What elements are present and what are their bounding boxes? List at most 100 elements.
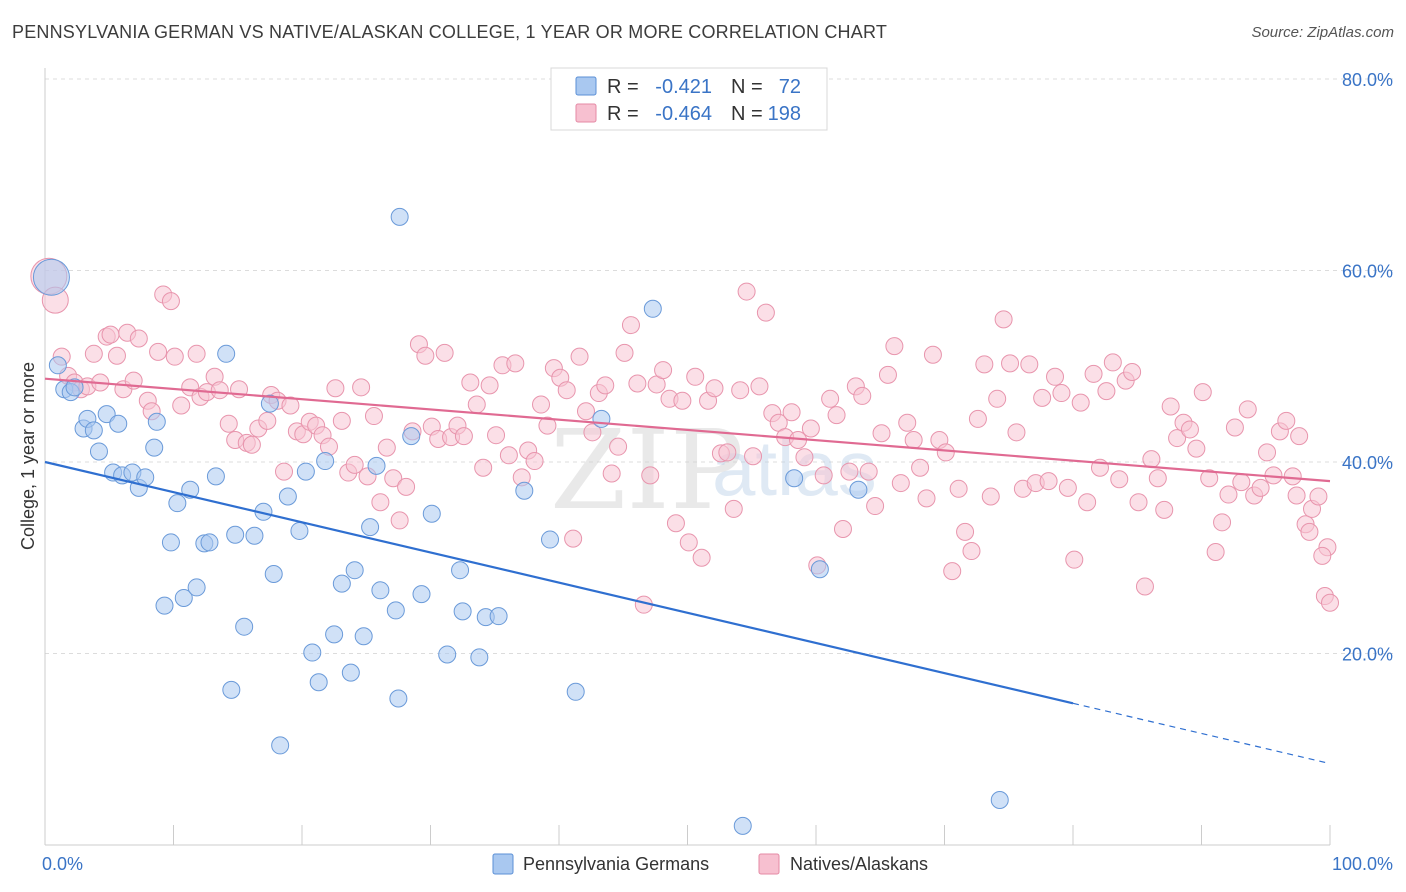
pennsylvania-germans-point	[402, 427, 421, 446]
natives-alaskans-point	[101, 325, 120, 344]
natives-alaskans-point	[461, 373, 480, 392]
pennsylvania-germans-point	[309, 673, 328, 692]
natives-alaskans-point	[172, 396, 191, 415]
natives-alaskans-point	[1283, 467, 1302, 486]
natives-alaskans-point	[165, 347, 184, 366]
natives-alaskans-point	[1219, 485, 1238, 504]
natives-alaskans-point	[1078, 493, 1097, 512]
pennsylvania-germans-point	[235, 617, 254, 636]
natives-alaskans-point	[576, 402, 595, 421]
natives-alaskans-point	[718, 443, 737, 462]
y-tick-label: 20.0%	[1342, 645, 1393, 665]
natives-alaskans-point	[943, 562, 962, 581]
bottom-legend-swatch-blue	[492, 853, 514, 875]
pennsylvania-germans-point	[325, 625, 344, 644]
pennsylvania-germans-point	[438, 645, 457, 664]
natives-alaskans-point	[219, 414, 238, 433]
natives-alaskans-point	[1046, 367, 1065, 386]
natives-alaskans-point	[84, 344, 103, 363]
natives-alaskans-point	[1071, 393, 1090, 412]
natives-alaskans-point	[1313, 546, 1332, 565]
natives-alaskans-point	[602, 464, 621, 483]
natives-alaskans-point	[1180, 420, 1199, 439]
natives-alaskans-point	[187, 344, 206, 363]
legend-r-label-1: R =	[607, 76, 639, 98]
pennsylvania-germans-point	[643, 299, 662, 318]
pennsylvania-germans-point	[453, 602, 472, 621]
natives-alaskans-point	[129, 329, 148, 348]
bottom-legend-label-blue: Pennsylvania Germans	[523, 854, 709, 874]
natives-alaskans-point	[756, 303, 775, 322]
pennsylvania-germans-point	[470, 648, 489, 667]
legend-r-value-2: -0.464	[655, 103, 712, 125]
x-tick-label-max: 100.0%	[1332, 854, 1393, 874]
pennsylvania-germans-point	[354, 627, 373, 646]
pennsylvania-germans-point	[174, 588, 193, 607]
natives-alaskans-point	[352, 378, 371, 397]
pennsylvania-germans-point	[65, 378, 84, 397]
natives-alaskans-point	[968, 409, 987, 428]
legend-n-label-1: N =	[731, 76, 763, 98]
pennsylvania-germans-point	[367, 456, 386, 475]
natives-alaskans-point	[210, 381, 229, 400]
natives-alaskans-point	[975, 355, 994, 374]
pennsylvania-germans-point	[206, 467, 225, 486]
natives-alaskans-point	[686, 367, 705, 386]
pennsylvania-germans-point	[389, 689, 408, 708]
natives-alaskans-point	[1039, 472, 1058, 491]
natives-alaskans-point	[795, 448, 814, 467]
natives-alaskans-point	[397, 477, 416, 496]
natives-alaskans-point	[615, 343, 634, 362]
natives-alaskans-point	[1187, 439, 1206, 458]
legend-n-value-1: 72	[779, 76, 801, 98]
natives-alaskans-point	[1309, 487, 1328, 506]
pennsylvania-germans-point	[200, 533, 219, 552]
natives-alaskans-point	[107, 346, 126, 365]
pennsylvania-germans-point	[48, 356, 67, 375]
natives-alaskans-point	[1300, 522, 1319, 541]
pennsylvania-germans-point	[109, 414, 128, 433]
natives-alaskans-point	[962, 542, 981, 561]
pennsylvania-germans-point	[785, 469, 804, 488]
natives-alaskans-point	[1161, 397, 1180, 416]
pennsylvania-germans-point	[145, 438, 164, 457]
natives-alaskans-point	[750, 377, 769, 396]
natives-alaskans-point	[332, 411, 351, 430]
natives-alaskans-point	[345, 455, 364, 474]
natives-alaskans-point	[641, 466, 660, 485]
natives-alaskans-point	[538, 416, 557, 435]
pennsylvania-germans-point	[371, 581, 390, 600]
legend-r-value-1: -0.421	[655, 76, 712, 98]
natives-alaskans-point	[827, 406, 846, 425]
y-tick-label: 60.0%	[1342, 262, 1393, 282]
natives-alaskans-point	[1142, 450, 1161, 469]
natives-alaskans-point	[872, 424, 891, 443]
natives-alaskans-point	[384, 469, 403, 488]
pennsylvania-germans-point	[290, 521, 309, 540]
natives-alaskans-point	[1193, 383, 1212, 402]
natives-alaskans-point	[1123, 362, 1142, 381]
natives-alaskans-point	[1052, 384, 1071, 403]
natives-alaskans-point	[782, 403, 801, 422]
pennsylvania-germans-point	[489, 607, 508, 626]
bottom-legend: Pennsylvania Germans Natives/Alaskans	[492, 853, 928, 875]
grid-lines	[45, 78, 1393, 654]
series-pennsylvania-germans-points	[32, 207, 1009, 835]
chart-title: PENNSYLVANIA GERMAN VS NATIVE/ALASKAN CO…	[12, 22, 888, 42]
trend-line-natives-alaskans	[44, 377, 1331, 483]
legend-n-value-2: 198	[768, 103, 801, 125]
natives-alaskans-point	[994, 310, 1013, 329]
pennsylvania-germans-point	[222, 680, 241, 699]
pennsylvania-germans-point	[316, 452, 335, 471]
trend-lines	[44, 377, 1331, 765]
natives-alaskans-point	[364, 407, 383, 426]
natives-alaskans-point	[840, 462, 859, 481]
pennsylvania-germans-point	[733, 816, 752, 835]
natives-alaskans-point	[923, 345, 942, 364]
natives-alaskans-point	[1033, 388, 1052, 407]
natives-alaskans-point	[878, 365, 897, 384]
legend-swatch-blue	[575, 76, 597, 96]
natives-alaskans-point	[821, 389, 840, 408]
pennsylvania-germans-point	[592, 409, 611, 428]
pennsylvania-germans-point	[515, 481, 534, 500]
